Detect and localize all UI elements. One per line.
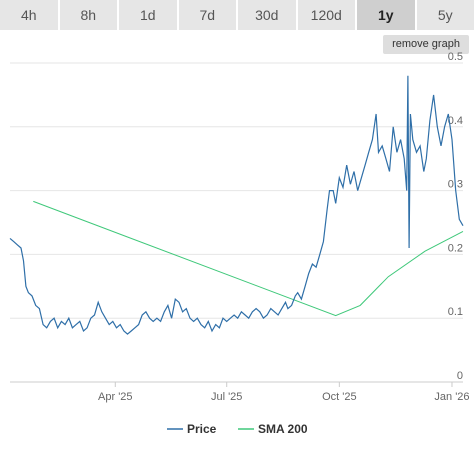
y-tick-label: 0.2 xyxy=(448,242,463,254)
tab-7d[interactable]: 7d xyxy=(178,0,238,30)
tab-120d[interactable]: 120d xyxy=(297,0,357,30)
x-tick-label: Oct '25 xyxy=(322,391,357,403)
y-tick-label: 0.1 xyxy=(448,306,463,318)
legend-label-price: Price xyxy=(187,422,217,436)
x-tick-label: Jul '25 xyxy=(211,391,242,403)
grid-lines xyxy=(10,62,463,383)
tab-4h[interactable]: 4h xyxy=(0,0,60,30)
x-tick-label: Jan '26 xyxy=(434,391,469,403)
remove-graph-button[interactable]: remove graph xyxy=(383,35,469,54)
tab-30d[interactable]: 30d xyxy=(238,0,298,30)
series-line-sma-200 xyxy=(33,200,464,317)
legend-label-sma-200: SMA 200 xyxy=(258,422,308,436)
series-line-price xyxy=(9,75,464,335)
y-tick-label: 0 xyxy=(457,370,463,382)
x-axis-ticks: Apr '25 Jul '25 Oct '25 Jan '26 xyxy=(98,382,470,403)
y-tick-label: 0.5 xyxy=(448,51,463,63)
tab-5y[interactable]: 5y xyxy=(416,0,474,30)
y-axis-ticks: 00.10.20.30.40.5 xyxy=(448,51,463,382)
tab-1d[interactable]: 1d xyxy=(119,0,179,30)
x-tick-label: Apr '25 xyxy=(98,391,133,403)
legend: Price SMA 200 xyxy=(167,422,308,436)
y-tick-label: 0.4 xyxy=(448,115,463,127)
tab-8h[interactable]: 8h xyxy=(59,0,119,30)
timeframe-tabs: 4h 8h 1d 7d 30d 120d 1y 5y xyxy=(0,0,474,30)
tab-1y[interactable]: 1y xyxy=(357,0,417,30)
